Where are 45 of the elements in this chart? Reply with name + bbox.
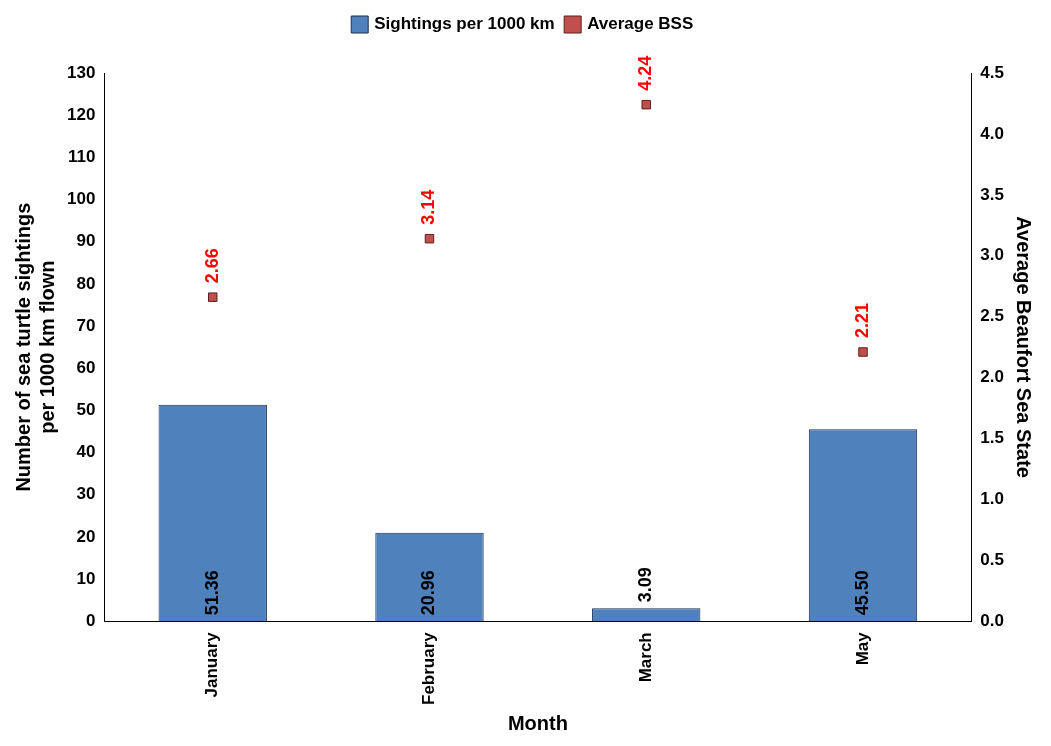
x-tick-label: May (852, 631, 872, 666)
data-label: 4.24 (635, 55, 656, 91)
y-tick-label: 10 (76, 568, 96, 588)
y-tick-label: 90 (76, 231, 96, 251)
data-label: 45.50 (851, 570, 872, 616)
x-tick-label: January (202, 631, 222, 698)
x-tick-label: February (419, 631, 439, 705)
data-label: 2.21 (851, 302, 872, 338)
y2-tick-label: 2.5 (980, 306, 1005, 326)
y-tick-label: 0 (85, 610, 96, 630)
y-tick-label: 110 (67, 147, 96, 167)
y2-tick-label: 1.0 (980, 489, 1005, 509)
y2-tick-label: 0.0 (980, 610, 1005, 630)
y2-tick-label: 0.5 (980, 550, 1005, 570)
legend-label: Sightings per 1000 km (374, 14, 555, 34)
y2-tick-label: 3.0 (980, 245, 1005, 265)
data-label: 51.36 (201, 570, 222, 616)
x-tick-label: March (635, 632, 655, 683)
legend-label: Average BSS (587, 14, 694, 34)
y-tick-label: 130 (66, 62, 96, 82)
x-axis-title: Month (507, 711, 568, 734)
data-label: 20.96 (418, 570, 439, 616)
y-tick-label: 120 (66, 104, 96, 124)
data-label: 3.14 (418, 189, 439, 225)
y2-tick-label: 2.0 (980, 367, 1005, 387)
point (858, 347, 868, 357)
point (641, 99, 651, 110)
point (424, 233, 435, 244)
y-tick-label: 40 (76, 442, 96, 462)
y2-tick-label: 4.0 (980, 123, 1005, 143)
y2-tick-label: 3.5 (980, 184, 1005, 204)
y-tick-label: 80 (76, 273, 96, 293)
y-tick-label: 30 (76, 484, 96, 504)
y-tick-label: 70 (76, 315, 96, 335)
y-axis-title: Number of sea turtle sightings per 1000 km flown (11, 202, 58, 492)
data-label: 2.66 (201, 248, 222, 284)
y-tick-label: 100 (66, 189, 96, 209)
y2-tick-label: 4.5 (980, 62, 1005, 82)
y2-tick-label: 1.5 (980, 428, 1005, 448)
y2-axis-title: Average Beaufort Sea State (1013, 216, 1036, 478)
data-label: 3.09 (635, 567, 656, 603)
y-tick-label: 20 (76, 526, 96, 546)
y-tick-label: 60 (76, 357, 96, 377)
point (208, 292, 218, 302)
y-tick-label: 50 (76, 400, 96, 420)
